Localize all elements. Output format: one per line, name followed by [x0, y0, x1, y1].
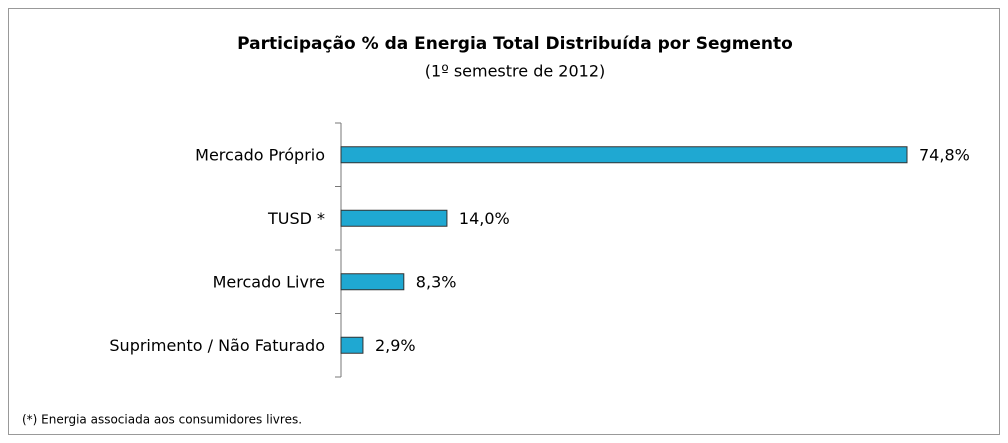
bar [340, 336, 364, 354]
chart-title: Participação % da Energia Total Distribu… [237, 34, 793, 54]
category-label: Suprimento / Não Faturado [109, 336, 325, 355]
value-label: 8,3% [416, 272, 457, 291]
footnote: (*) Energia associada aos consumidores l… [22, 413, 302, 427]
bar [340, 273, 405, 291]
value-label: 14,0% [459, 209, 510, 228]
category-label: TUSD * [267, 209, 325, 228]
value-label: 74,8% [919, 145, 970, 164]
bar [340, 209, 448, 227]
bar [340, 146, 908, 164]
chart-frame [8, 8, 1000, 435]
category-label: Mercado Próprio [195, 145, 325, 164]
chart-subtitle: (1º semestre de 2012) [425, 62, 605, 81]
value-label: 2,9% [375, 336, 416, 355]
category-label: Mercado Livre [213, 272, 325, 291]
